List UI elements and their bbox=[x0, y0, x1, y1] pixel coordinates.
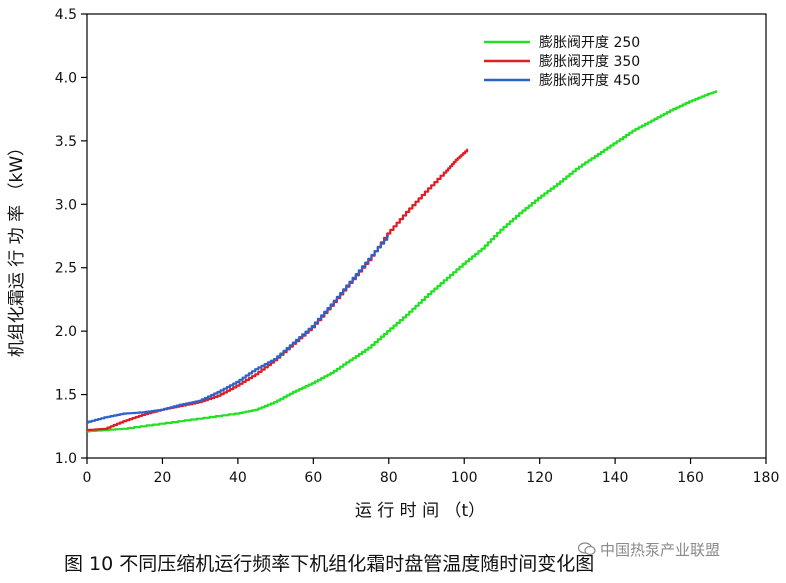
legend-label: 膨胀阀开度 450 bbox=[539, 72, 640, 89]
y-tick-label: 1.5 bbox=[55, 388, 77, 404]
x-tick-label: 40 bbox=[229, 470, 247, 486]
y-tick-label: 2.0 bbox=[55, 324, 77, 340]
x-tick-label: 120 bbox=[526, 470, 553, 486]
figure-caption: 图 10 不同压缩机运行频率下机组化霜时盘管温度随时间变化图 bbox=[64, 553, 595, 575]
y-tick-label: 3.0 bbox=[55, 197, 77, 213]
legend-label: 膨胀阀开度 350 bbox=[539, 53, 640, 70]
y-tick-label: 2.5 bbox=[55, 261, 77, 277]
x-tick-label: 60 bbox=[304, 470, 322, 486]
x-tick-label: 80 bbox=[380, 470, 398, 486]
plot-area bbox=[86, 13, 767, 459]
x-tick-label: 180 bbox=[753, 470, 780, 486]
y-axis-label: 机组化霜运 行 功 率 （kW） bbox=[7, 139, 27, 357]
y-axis: 1.0 1.5 2.0 2.5 3.0 3.5 4.0 4.5 bbox=[55, 7, 87, 467]
x-tick-label: 100 bbox=[451, 470, 478, 486]
plot-frame bbox=[86, 13, 767, 459]
y-tick-label: 4.5 bbox=[55, 7, 77, 23]
x-axis-label: 运 行 时 间 （t） bbox=[355, 501, 485, 521]
watermark-text: 中国热泵产业联盟 bbox=[600, 541, 721, 559]
x-tick-label: 20 bbox=[154, 470, 172, 486]
x-tick-label: 0 bbox=[83, 470, 92, 486]
x-axis: 0 20 40 60 80 100 120 140 160 180 bbox=[83, 458, 780, 486]
series-line-3 bbox=[87, 234, 389, 424]
watermark: 中国热泵产业联盟 bbox=[578, 539, 720, 560]
series-line-1 bbox=[87, 90, 718, 433]
legend: 膨胀阀开度 250 膨胀阀开度 350 膨胀阀开度 450 bbox=[484, 34, 640, 89]
legend-label: 膨胀阀开度 250 bbox=[539, 34, 640, 51]
y-tick-label: 4.0 bbox=[55, 70, 77, 86]
series-line-2 bbox=[87, 148, 469, 432]
x-tick-label: 160 bbox=[677, 470, 704, 486]
series-layer bbox=[87, 90, 718, 433]
y-tick-label: 1.0 bbox=[55, 451, 77, 467]
x-tick-label: 140 bbox=[602, 470, 629, 486]
y-tick-label: 3.5 bbox=[55, 134, 77, 150]
wechat-icon bbox=[578, 542, 596, 556]
